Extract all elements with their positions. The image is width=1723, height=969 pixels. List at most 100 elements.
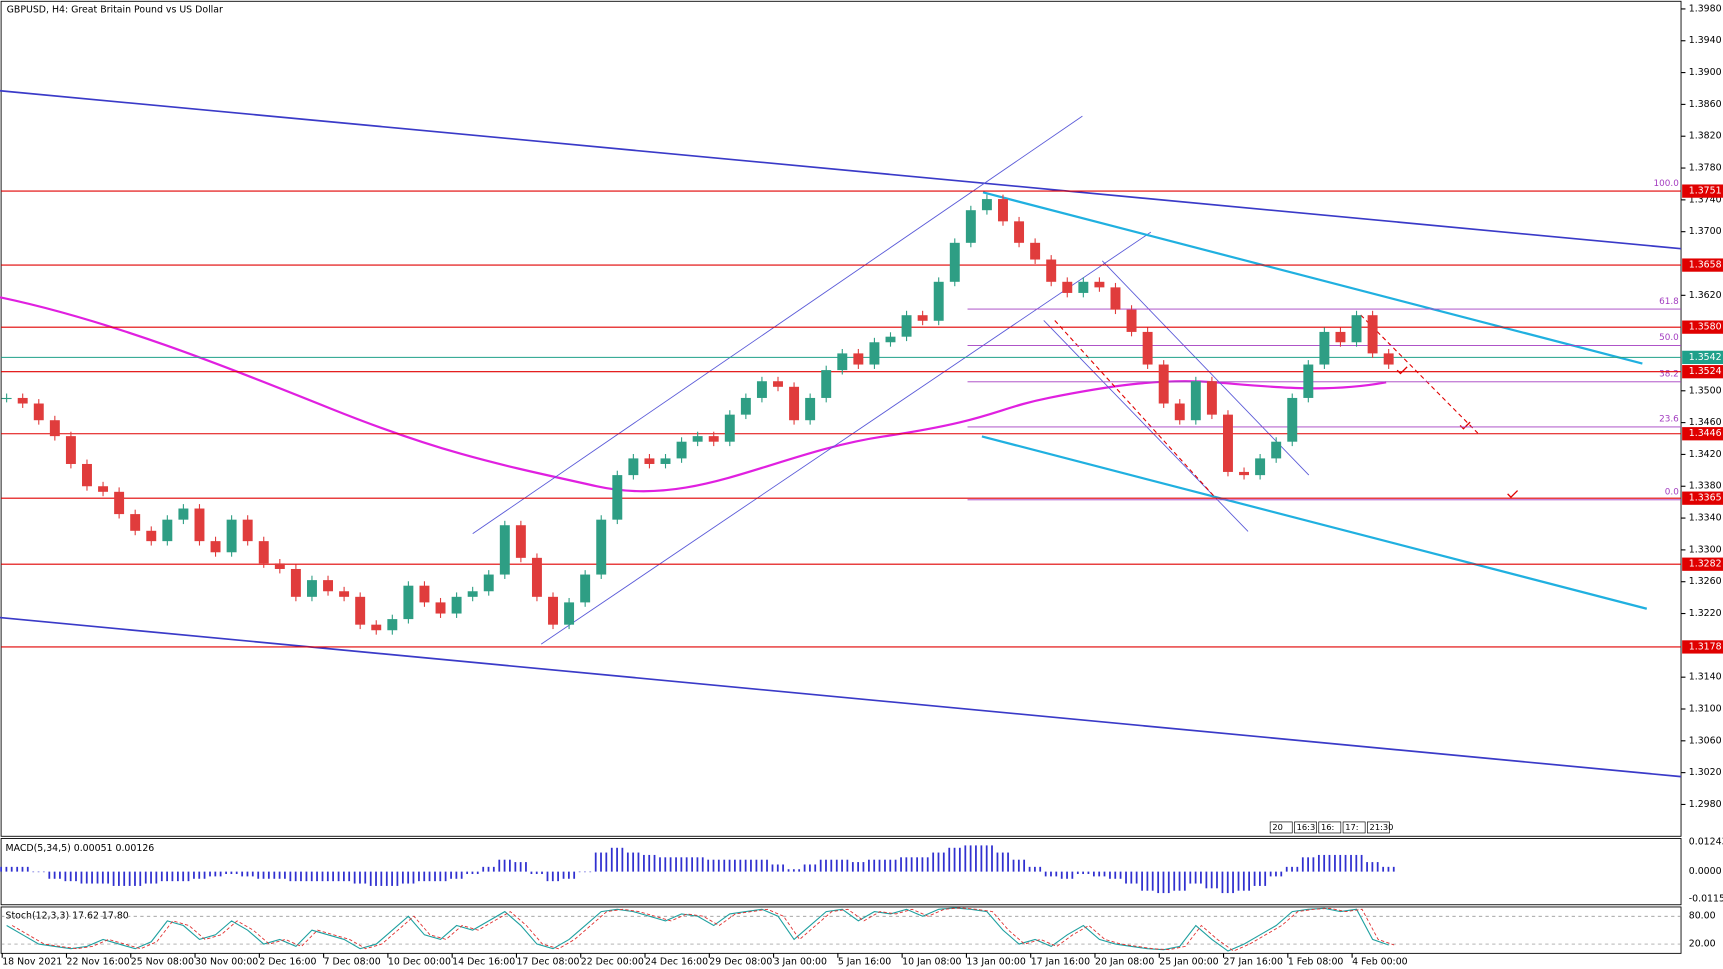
drawings	[0, 89, 1682, 778]
macd-bar	[985, 845, 988, 872]
y-tick-label: 1.3380	[1689, 481, 1722, 492]
y-tick-label: 1.3500	[1689, 385, 1722, 396]
macd-bar	[1125, 871, 1127, 884]
candle	[628, 458, 639, 476]
macd-bar	[230, 871, 233, 875]
candle	[33, 403, 44, 421]
macd-bar	[991, 845, 993, 872]
macd-bar	[385, 871, 388, 886]
macd-bar	[359, 871, 361, 884]
candle	[756, 381, 767, 398]
macd-bar	[1103, 871, 1106, 877]
macd-bar	[1119, 871, 1122, 879]
macd-bar	[1350, 854, 1352, 872]
macd-bar	[594, 852, 597, 872]
macd-bar	[1167, 871, 1170, 894]
macd-bar	[771, 864, 774, 872]
trend-line	[540, 231, 1152, 645]
macd-bar	[509, 859, 511, 872]
x-tick-label: 20 Jan 08:00	[1095, 957, 1154, 968]
macd-bar	[851, 862, 854, 872]
time-tag: 21:30	[1370, 822, 1394, 832]
candle	[1287, 397, 1298, 442]
macd-bar	[134, 871, 136, 886]
y-tick-label: 1.3100	[1689, 703, 1722, 714]
macd-bar	[353, 871, 356, 884]
macd-bar	[937, 852, 940, 872]
macd-bar	[444, 871, 447, 882]
candle	[483, 574, 494, 592]
y-tick-label: 1.3780	[1689, 163, 1722, 174]
macd-bar	[37, 871, 40, 873]
macd-bar	[1157, 871, 1160, 894]
macd-bar	[680, 857, 683, 872]
macd-bar	[342, 871, 345, 882]
candle	[403, 585, 414, 620]
candle	[740, 397, 751, 415]
macd-bar	[1253, 871, 1256, 886]
macd-bar	[1334, 854, 1336, 872]
candle	[515, 525, 526, 558]
candle	[933, 281, 944, 321]
macd-bar	[273, 871, 276, 879]
macd-bar	[396, 871, 399, 886]
macd-bar	[675, 857, 677, 872]
y-tick-label: 1.3700	[1689, 226, 1722, 237]
candle	[1046, 259, 1057, 282]
x-tick-label: 7 Dec 08:00	[324, 957, 381, 968]
macd-bar	[1360, 854, 1363, 872]
macd-bar	[257, 871, 260, 879]
macd-bar	[1275, 871, 1277, 877]
candle	[1062, 281, 1073, 293]
y-tick-label: 0.01243	[1689, 836, 1723, 847]
macd-bar	[605, 852, 608, 872]
macd-bar	[948, 847, 951, 872]
macd-bar	[26, 866, 29, 872]
macd-bar	[1087, 871, 1090, 875]
candle	[323, 580, 334, 592]
macd-bar	[332, 871, 334, 882]
candle	[467, 591, 478, 597]
candle	[371, 624, 382, 631]
level-tag	[1682, 258, 1723, 272]
macd-bar	[300, 871, 302, 882]
macd-bar	[530, 871, 533, 875]
macd-bar	[1392, 866, 1395, 872]
candle	[162, 519, 173, 542]
macd-bar	[1339, 854, 1342, 872]
macd-bar	[1151, 871, 1154, 891]
x-tick-label: 10 Dec 00:00	[388, 957, 451, 968]
macd-bar	[862, 862, 865, 872]
time-tag: 20	[1272, 822, 1283, 832]
macd-bar	[198, 871, 201, 879]
macd-bar	[1312, 857, 1315, 872]
macd-bar	[733, 859, 736, 872]
macd-bar	[439, 871, 442, 882]
y-tick-label: 1.3020	[1689, 767, 1722, 778]
level-tag	[1682, 427, 1723, 441]
macd-bar	[841, 859, 843, 872]
macd-bar	[964, 845, 967, 872]
macd-bar	[455, 871, 458, 879]
macd-bar	[278, 871, 281, 879]
macd-bar	[1285, 866, 1288, 872]
macd-bar	[434, 871, 436, 882]
macd-bar	[910, 857, 913, 872]
macd-bar	[1034, 866, 1036, 872]
candle	[178, 508, 189, 520]
candle	[821, 370, 832, 398]
macd-bar	[766, 859, 768, 872]
macd-bar	[203, 871, 206, 879]
macd-bar	[868, 859, 870, 872]
level-label: 1.3658	[1689, 260, 1722, 271]
macd-bar	[1301, 857, 1304, 872]
macd-bar	[621, 847, 624, 872]
macd-bar	[519, 862, 522, 872]
level-tag	[1682, 491, 1723, 505]
candle	[612, 475, 623, 520]
macd-bar	[466, 871, 469, 875]
macd-bar	[1210, 871, 1213, 889]
macd-bar	[112, 871, 115, 886]
level-tag	[1682, 640, 1723, 654]
macd-bar	[996, 852, 999, 872]
